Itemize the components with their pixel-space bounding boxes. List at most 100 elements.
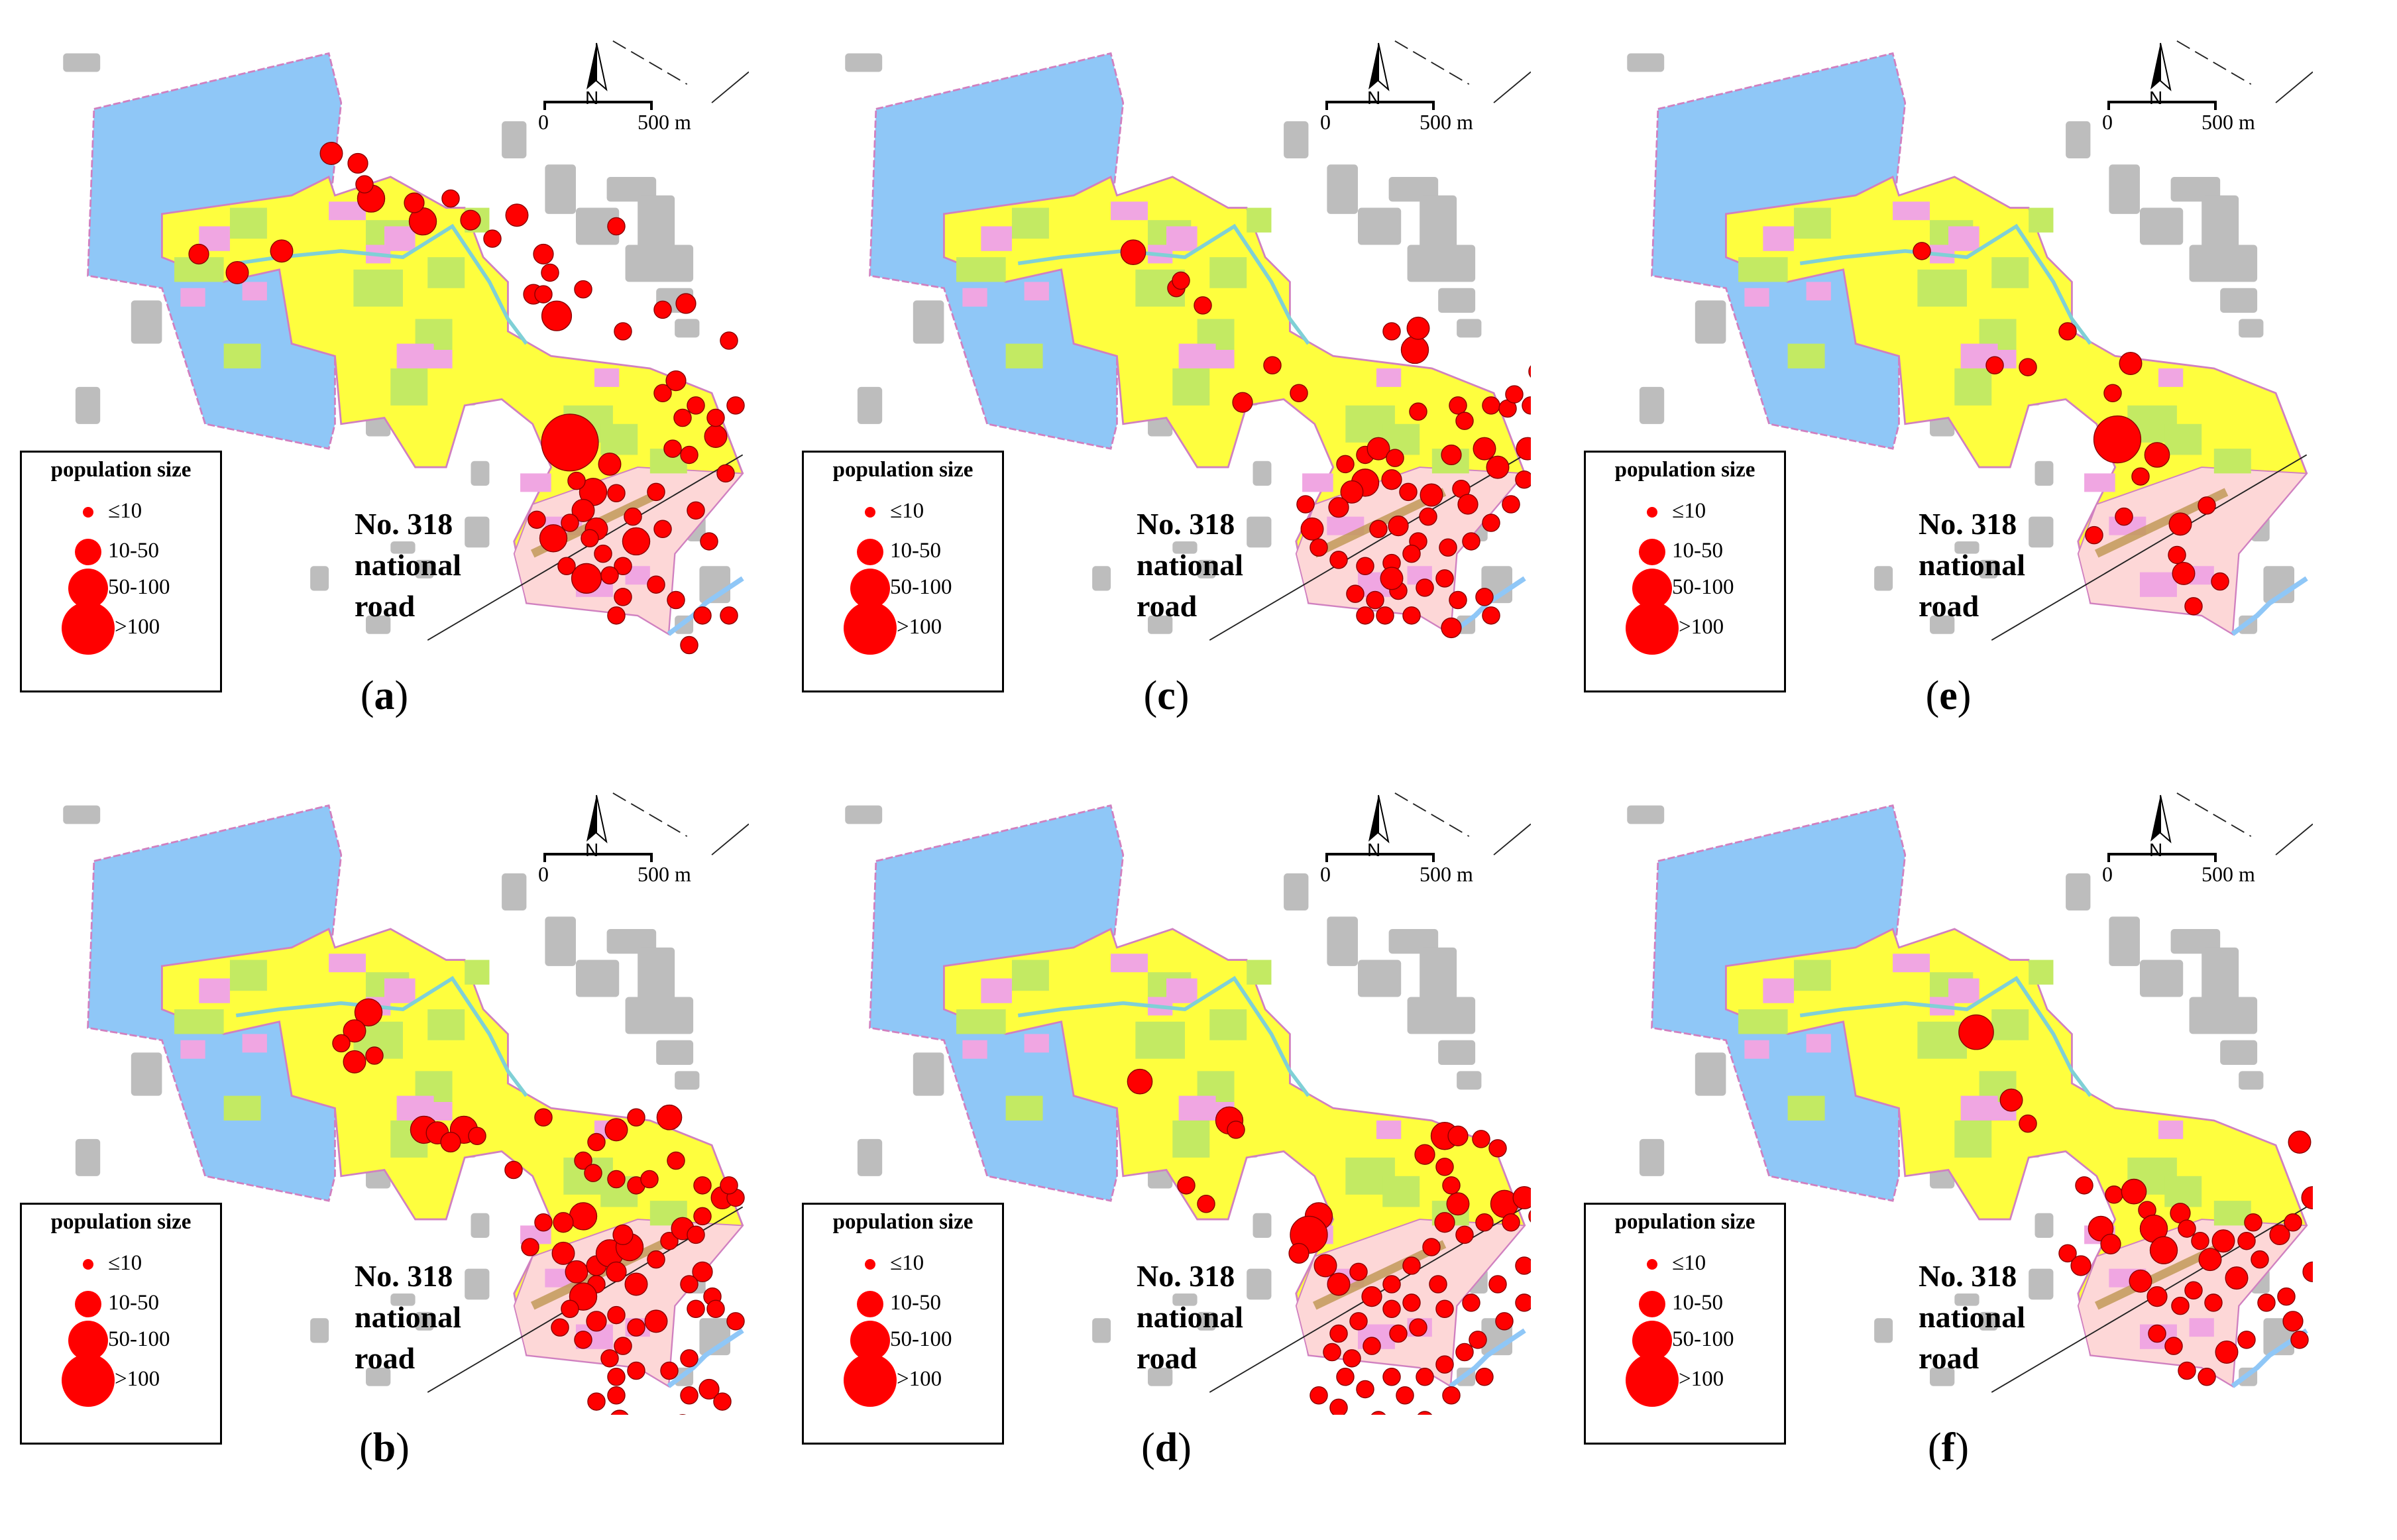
population-point [1488,1139,1507,1158]
population-point [1127,1068,1153,1095]
building-patch [2139,960,2184,997]
population-point [1399,482,1418,502]
settlement-patch [242,282,267,301]
road-label-line: road [355,589,416,623]
population-point [1336,455,1355,474]
legend: population size ≤10 10-50 50-100 >100 [802,451,1004,692]
building-patch [1639,386,1665,424]
legend-symbol [844,602,897,655]
population-point [614,557,632,575]
building-patch [1092,1318,1111,1343]
population-point [1435,1299,1454,1319]
settlement-patch [1763,978,1794,1003]
building-patch [2220,288,2258,313]
green-space [427,257,465,288]
population-point [1475,588,1494,606]
population-point [483,229,502,248]
population-point [673,408,692,427]
green-space [1247,207,1272,233]
population-point [1177,1176,1196,1195]
scale-start-label: 0 [538,110,549,134]
legend-label: ≤10 [108,499,142,523]
population-point [720,606,738,625]
population-point [1482,606,1500,625]
population-point [1446,1192,1470,1216]
boundary-line [1493,71,1531,103]
building-patch [1457,1071,1482,1090]
boundary-line [1493,823,1531,855]
population-point [571,498,595,522]
settlement-patch [1302,473,1333,492]
legend-label: 10-50 [890,539,941,563]
road-label-line: No. 318 [355,507,453,541]
building-patch [1148,615,1173,634]
legend: population size ≤10 10-50 50-100 >100 [20,451,222,692]
population-point [2019,1114,2037,1133]
population-point [693,606,712,625]
population-point [2211,1229,2235,1253]
scale-start-label: 0 [2102,110,2113,134]
boundary-line [2275,71,2313,103]
population-point [2129,1269,2152,1293]
map-canvas [832,793,1531,1415]
population-point [1349,1312,1368,1331]
legend-item: ≤10 [22,1238,220,1291]
population-point [1515,1293,1531,1312]
north-arrow-icon [586,42,608,91]
road-label: No. 318 national road [355,1256,461,1379]
population-point [1502,1213,1520,1232]
building-patch [1438,288,1476,313]
population-point [1313,1254,1337,1278]
settlement-patch [1376,1120,1402,1139]
legend-item: >100 [22,602,220,655]
legend-item: ≤10 [1586,1238,1784,1291]
map-panel-c: N 0 500 m No. 318 national road population siz… [802,0,1531,718]
legend: population size ≤10 10-50 50-100 >100 [1584,451,1786,692]
green-space [1005,343,1043,368]
population-point [1366,437,1390,461]
population-point [1469,1331,1487,1349]
population-point [553,1212,574,1233]
legend-label: >100 [1679,1367,1724,1391]
population-point [1913,242,1931,260]
population-point [1340,480,1364,504]
population-point [1376,606,1394,625]
green-space [1382,1176,1420,1207]
legend-label: >100 [897,1367,942,1391]
population-point [612,1224,634,1246]
population-point [2301,1185,2313,1209]
population-point [404,192,425,213]
building-patch [1148,1367,1173,1386]
building-patch [131,1052,162,1096]
building-patch [625,245,694,282]
boundary-line [2275,823,2313,855]
population-point [660,1361,679,1380]
building-patch [845,805,883,824]
population-point [1416,1368,1434,1386]
green-space [427,1009,465,1040]
building-patch [1148,1170,1173,1189]
population-point [1505,385,1524,404]
settlement-patch [2084,473,2115,492]
population-point [726,396,745,415]
river [235,975,528,1097]
population-point [1329,1398,1348,1415]
population-point [574,1151,592,1170]
population-point [1512,1185,1531,1209]
building-patch [2189,997,2258,1034]
population-point [706,408,725,427]
building-patch [502,873,527,910]
population-point [1999,1088,2023,1112]
building-patch [1172,541,1198,554]
map-panel-f: N 0 500 m No. 318 national road population siz… [1584,752,2313,1470]
settlement-patch [180,288,205,307]
road-label-line: national [1137,1300,1244,1334]
road-label-line: No. 318 [1137,507,1235,541]
building-patch [75,386,101,424]
panel-caption: (d) [1141,1425,1192,1470]
population-point [2149,1236,2178,1264]
green-space [1135,1021,1185,1059]
building-patch [2220,1040,2258,1066]
scale-start-label: 0 [2102,862,2113,886]
legend: population size ≤10 10-50 50-100 >100 [20,1203,222,1445]
